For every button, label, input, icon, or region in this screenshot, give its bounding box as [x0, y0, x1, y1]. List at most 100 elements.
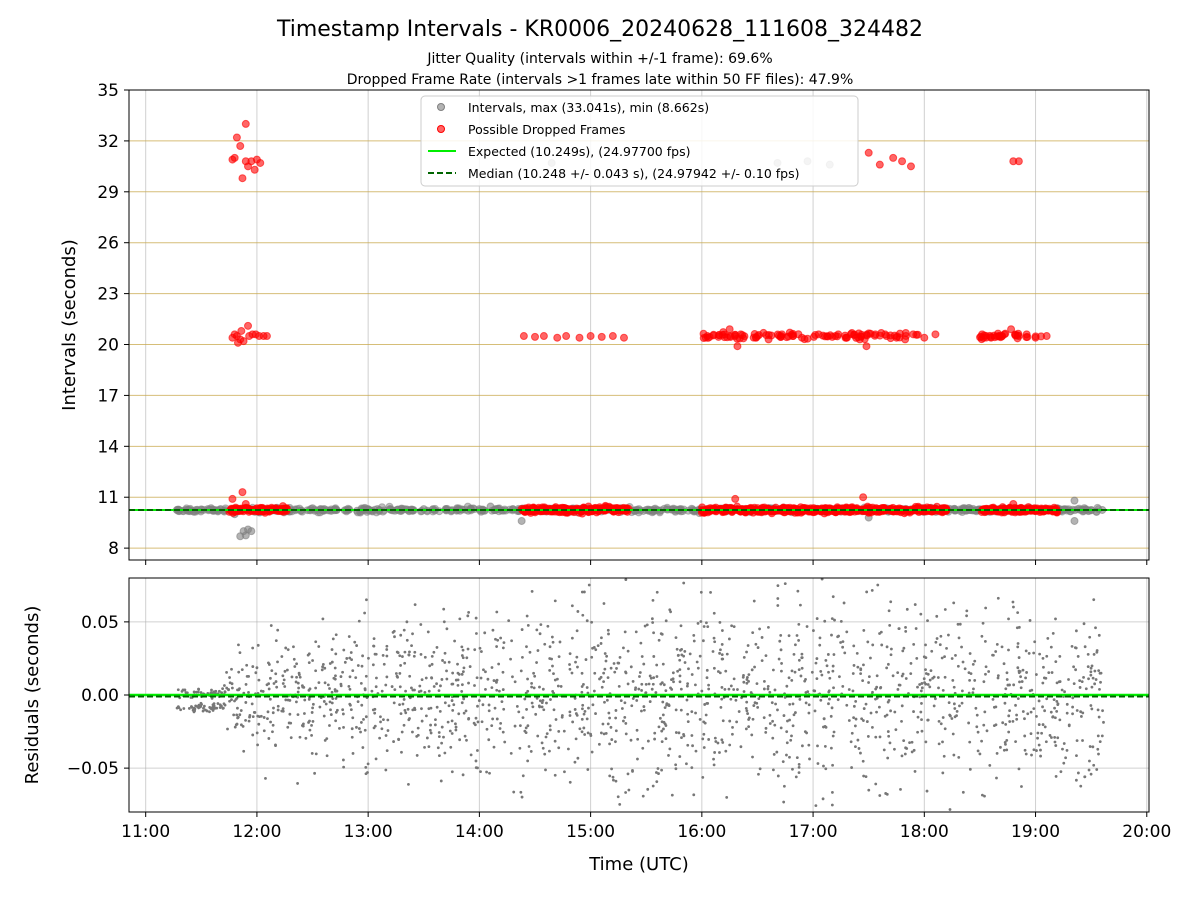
residual-point [701, 639, 705, 643]
residual-point [764, 726, 768, 730]
residual-point [767, 625, 770, 629]
residual-point [1051, 631, 1055, 635]
residual-point [866, 640, 870, 644]
residual-point [1089, 673, 1093, 677]
residual-point [886, 662, 890, 666]
residual-point [566, 747, 570, 751]
residual-point [613, 670, 617, 674]
residual-point [780, 669, 783, 673]
residual-point [452, 703, 456, 707]
residual-point [1075, 754, 1078, 758]
residual-point [349, 651, 353, 654]
residual-point [1053, 706, 1056, 710]
residual-point [794, 711, 797, 714]
residual-point [922, 677, 926, 681]
residual-point [218, 703, 222, 707]
residual-point [1045, 654, 1049, 658]
residual-point [1007, 617, 1010, 621]
residual-point [244, 683, 248, 686]
residual-point [747, 673, 751, 677]
residual-point [742, 690, 746, 693]
residual-point [603, 652, 607, 655]
residual-point [624, 791, 628, 794]
residual-point [952, 685, 956, 689]
residual-point [667, 754, 670, 757]
residual-point [440, 741, 444, 745]
residual-point [491, 628, 495, 632]
residual-point [474, 716, 478, 720]
residual-point [747, 725, 751, 729]
residual-point [183, 688, 187, 692]
residual-point [750, 668, 754, 672]
residual-point [1098, 740, 1102, 744]
residual-point [594, 712, 597, 715]
residual-point [262, 729, 266, 733]
residual-point [1096, 734, 1100, 738]
dropped-frame-point [978, 330, 987, 339]
residual-point [663, 706, 667, 710]
residual-point [712, 611, 716, 615]
residual-point [719, 648, 722, 652]
residual-point [798, 697, 802, 701]
residual-point [398, 685, 402, 689]
residual-point [519, 790, 523, 794]
residual-point [530, 682, 534, 685]
residual-point [614, 729, 618, 733]
dropped-frame-point [892, 333, 901, 342]
residual-point [297, 673, 301, 677]
residual-point [1061, 747, 1064, 751]
residual-point [984, 606, 988, 610]
residual-point [607, 632, 610, 636]
time-x-tick-label: 16:00 [677, 822, 726, 842]
residual-point [543, 752, 547, 756]
residual-point [686, 682, 690, 686]
residual-point [298, 735, 302, 739]
residual-point [745, 700, 749, 704]
residual-point [1023, 717, 1026, 721]
residual-point [776, 597, 780, 600]
residual-point [1021, 668, 1025, 672]
residual-point [280, 709, 284, 713]
residual-point [485, 727, 489, 731]
residual-point [429, 731, 433, 735]
residual-point [634, 686, 638, 690]
residual-point [259, 714, 263, 718]
residual-point [281, 707, 285, 711]
residual-point [688, 652, 692, 656]
residual-point [372, 644, 375, 648]
residual-point [515, 705, 519, 708]
residual-point [600, 685, 604, 689]
residual-point [364, 674, 368, 678]
residual-point [677, 653, 680, 657]
dropped-frame-point [575, 333, 584, 342]
residual-point [916, 730, 919, 734]
residual-point [924, 643, 927, 647]
residual-point [968, 767, 972, 771]
residual-point [814, 661, 818, 665]
residual-point [580, 717, 584, 721]
residual-point [797, 762, 801, 766]
residual-point [614, 740, 617, 744]
residual-point [599, 642, 603, 645]
residual-point [657, 725, 661, 729]
residual-point [323, 681, 327, 685]
residual-point [707, 683, 710, 687]
residual-point [620, 707, 624, 710]
residual-point [958, 704, 961, 708]
residual-point [1019, 686, 1023, 690]
residual-point [251, 646, 255, 650]
residual-point [399, 664, 402, 667]
residual-point [527, 745, 531, 748]
residual-point [797, 771, 801, 775]
residual-point [1046, 636, 1050, 640]
residual-point [408, 674, 412, 678]
residual-point [862, 629, 866, 632]
residual-point [924, 668, 927, 672]
residual-point [359, 681, 363, 685]
residual-point [247, 674, 250, 678]
residual-point [586, 731, 590, 735]
residual-point [372, 637, 376, 641]
residual-point [550, 635, 554, 639]
residual-point [359, 730, 362, 734]
residual-point [272, 682, 276, 685]
